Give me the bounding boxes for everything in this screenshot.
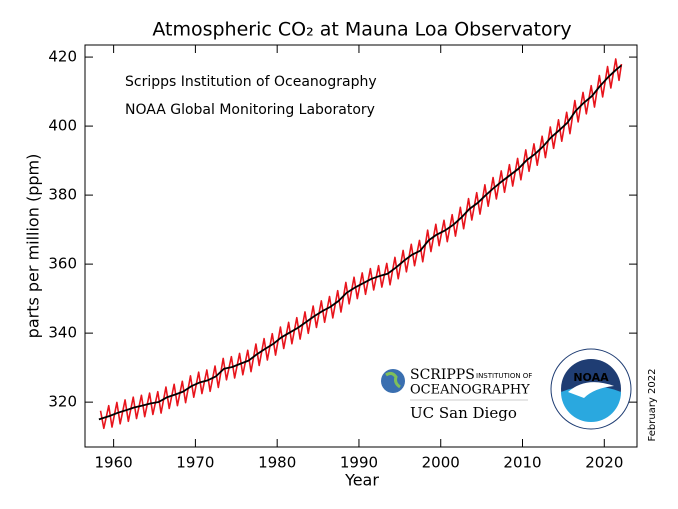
x-tick-label: 1960 [95, 454, 133, 472]
y-tick-label: 420 [48, 48, 77, 66]
x-tick-label: 1990 [340, 454, 378, 472]
x-tick-label: 1970 [176, 454, 214, 472]
logo-text: OCEANOGRAPHY [410, 383, 530, 398]
chart-title: Atmospheric CO₂ at Mauna Loa Observatory [152, 19, 571, 41]
seal-bird [568, 382, 614, 398]
logo-text: UC San Diego [410, 404, 517, 422]
y-tick-label: 380 [48, 186, 77, 204]
globe-land [385, 371, 401, 389]
logo-text: SCRIPPS [410, 367, 475, 383]
plot-frame [84, 44, 638, 448]
y-tick-label: 340 [48, 324, 77, 342]
data-line [98, 64, 623, 421]
annotation: Scripps Institution of Oceanography [125, 74, 377, 90]
noaa-logo: NOAA [550, 348, 632, 430]
y-tick-label: 360 [48, 255, 77, 273]
annotation: NOAA Global Monitoring Laboratory [125, 102, 375, 118]
x-tick-label: 2010 [503, 454, 541, 472]
y-axis-label: parts per million (ppm) [24, 154, 43, 339]
x-tick-label: 2020 [585, 454, 623, 472]
x-tick-label: 1980 [258, 454, 296, 472]
y-tick-label: 400 [48, 117, 77, 135]
date-note: February 2022 [647, 369, 658, 442]
logo-text: NOAA [573, 371, 609, 384]
y-tick-label: 320 [48, 393, 77, 411]
logo-text: INSTITUTION OF [476, 372, 532, 380]
x-tick-label: 2000 [422, 454, 460, 472]
scripps-logo: SCRIPPS INSTITUTION OF OCEANOGRAPHY UC S… [372, 355, 532, 425]
data-line [99, 58, 623, 430]
x-axis-label: Year [344, 471, 379, 490]
